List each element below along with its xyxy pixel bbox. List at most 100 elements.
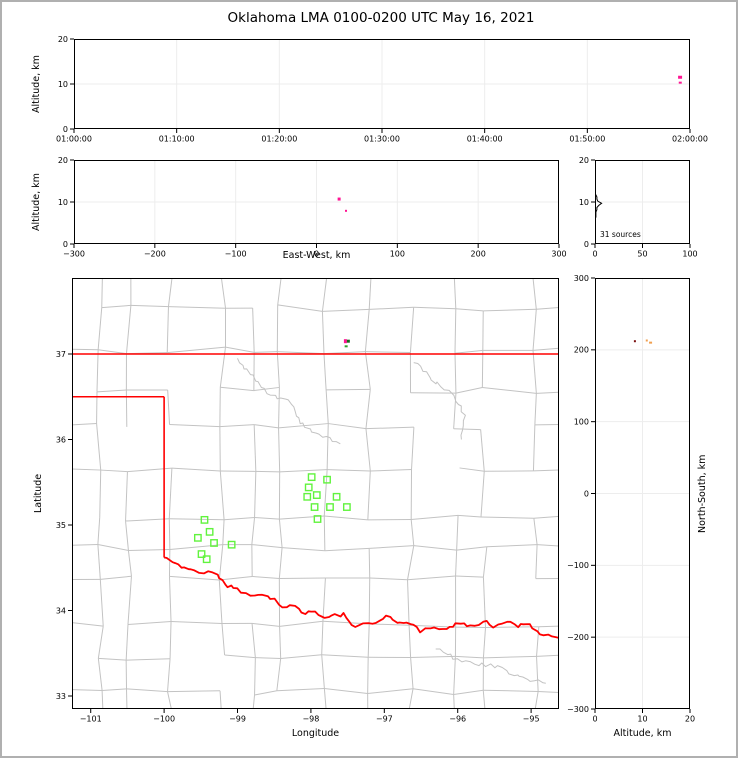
source-count-annotation: 31 sources bbox=[600, 230, 641, 239]
y-tick-label: −200 bbox=[567, 633, 589, 642]
county-line bbox=[63, 271, 64, 306]
county-line bbox=[63, 545, 68, 579]
x-tick-label: −200 bbox=[144, 250, 166, 259]
station-marker bbox=[193, 533, 202, 542]
county-line bbox=[279, 620, 323, 627]
county-line bbox=[483, 689, 539, 692]
county-line bbox=[125, 518, 170, 522]
county-line bbox=[252, 695, 256, 709]
ns-panel-right-label: North-South, km bbox=[697, 454, 708, 533]
county-line bbox=[535, 544, 538, 579]
x-tick-label: 50 bbox=[637, 250, 647, 259]
county-line bbox=[100, 469, 128, 473]
y-tick-label: 20 bbox=[58, 156, 68, 165]
county-line bbox=[369, 577, 408, 581]
county-line bbox=[279, 469, 328, 473]
county-line bbox=[253, 424, 257, 472]
y-tick-label: −100 bbox=[567, 561, 589, 570]
county-line bbox=[482, 386, 537, 394]
county-line bbox=[254, 516, 280, 520]
county-line bbox=[323, 469, 328, 517]
county-line bbox=[454, 353, 457, 394]
county-line bbox=[126, 658, 171, 661]
county-line bbox=[101, 278, 103, 308]
county-line bbox=[408, 625, 412, 658]
y-tick-label: 20 bbox=[58, 35, 68, 44]
county-line bbox=[410, 519, 415, 546]
county-line bbox=[455, 575, 484, 578]
county-line bbox=[486, 544, 538, 548]
y-tick-label: 10 bbox=[579, 198, 589, 207]
county-line bbox=[252, 575, 280, 580]
county-line bbox=[327, 722, 368, 725]
map-ylabel: Latitude bbox=[33, 473, 44, 514]
county-line bbox=[455, 308, 484, 312]
county-line bbox=[482, 546, 488, 578]
map-plot: −101 −100 −99 −98 −97 −96 −95 33 34 35 36 37 bbox=[56, 278, 559, 724]
x-tick-label: −97 bbox=[376, 715, 393, 724]
county-line bbox=[321, 621, 324, 655]
county-line bbox=[453, 428, 481, 431]
county-line bbox=[321, 278, 328, 312]
county-line bbox=[219, 690, 222, 709]
county-line bbox=[454, 308, 457, 354]
county-line bbox=[251, 544, 283, 549]
county-line bbox=[532, 350, 537, 394]
county-line bbox=[410, 655, 456, 659]
county-line bbox=[369, 306, 414, 310]
y-tick-label: 10 bbox=[58, 198, 68, 207]
county-line bbox=[408, 688, 414, 709]
y-tick-label: 36 bbox=[56, 435, 66, 444]
county-line bbox=[364, 351, 371, 390]
county-line bbox=[480, 516, 534, 519]
county-line bbox=[168, 306, 226, 309]
county-line bbox=[279, 626, 282, 659]
y-tick-label: 0 bbox=[63, 240, 68, 249]
county-line bbox=[368, 548, 371, 578]
county-line bbox=[130, 304, 169, 308]
county-line bbox=[101, 304, 131, 309]
county-line bbox=[536, 654, 559, 657]
ns_height-plot: 0 10 20 300 200 100 0 −100 −200 −300 bbox=[567, 274, 695, 724]
county-line bbox=[72, 689, 103, 691]
x-tick-label: 01:20:00 bbox=[261, 135, 297, 144]
county-line bbox=[125, 471, 128, 522]
ew-panel-xlabel: East-West, km bbox=[282, 250, 351, 261]
county-line bbox=[225, 346, 255, 353]
county-line bbox=[321, 654, 325, 689]
county-line bbox=[167, 389, 171, 425]
y-tick-label: 100 bbox=[574, 417, 589, 426]
county-line bbox=[365, 351, 411, 354]
county-line bbox=[534, 691, 539, 709]
county-line bbox=[368, 278, 372, 310]
county-line bbox=[219, 347, 226, 388]
county-line bbox=[218, 544, 224, 581]
county-line bbox=[365, 389, 371, 429]
county-line bbox=[167, 346, 226, 354]
county-line bbox=[250, 269, 281, 274]
north-south-height-panel: 0 10 20 300 200 100 0 −100 −200 −300 bbox=[567, 274, 695, 724]
county-line bbox=[458, 514, 482, 518]
ew-panel-ylabel: Altitude, km bbox=[31, 173, 42, 231]
county-line bbox=[367, 470, 371, 520]
y-tick-label: 300 bbox=[574, 274, 589, 283]
river-line bbox=[435, 648, 546, 684]
county-line bbox=[97, 307, 103, 350]
county-line bbox=[454, 271, 484, 273]
county-line bbox=[224, 516, 255, 521]
y-tick-label: 200 bbox=[574, 346, 589, 355]
county-line bbox=[167, 691, 172, 709]
county-line bbox=[168, 576, 172, 622]
time_height-plot: 01:00:00 01:10:00 01:20:00 01:30:00 01:40:00… bbox=[56, 35, 708, 144]
data-point bbox=[345, 209, 348, 212]
county-line bbox=[103, 720, 127, 723]
county-line bbox=[459, 467, 485, 472]
county-line bbox=[327, 469, 371, 472]
county-line bbox=[321, 654, 369, 658]
station-marker bbox=[313, 515, 322, 523]
county-line bbox=[534, 393, 537, 425]
county-line bbox=[63, 622, 66, 659]
x-tick-label: 0 bbox=[592, 715, 597, 724]
county-line bbox=[326, 423, 329, 470]
county-line bbox=[169, 575, 220, 581]
